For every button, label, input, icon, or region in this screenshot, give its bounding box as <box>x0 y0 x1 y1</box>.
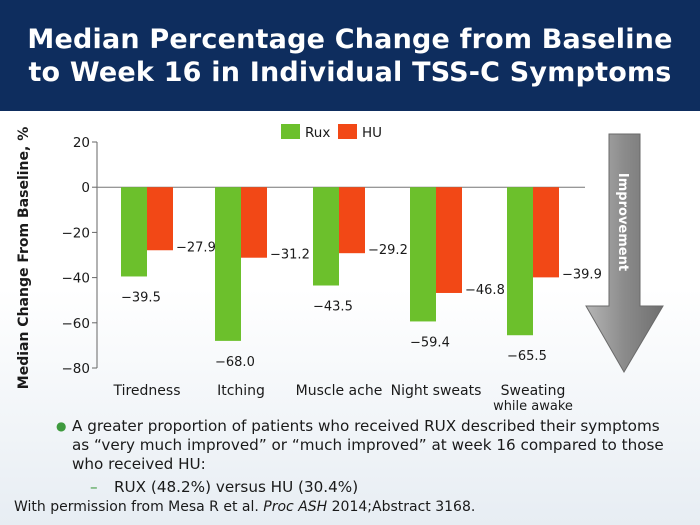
bullet-dot-icon: ● <box>56 419 67 433</box>
citation-suffix: 2014;Abstract 3168. <box>327 499 476 515</box>
category-label: Night sweats <box>391 383 482 399</box>
improvement-label: Improvement <box>615 173 630 271</box>
category-label: Itching <box>217 383 265 399</box>
sub-bullet-dash: – <box>90 478 98 496</box>
data-label-hu: −27.9 <box>176 240 216 255</box>
title-banner: Median Percentage Change from Baseline t… <box>0 0 700 111</box>
legend-swatch-rux <box>281 124 300 139</box>
bar-chart: 20 0 −20 −40 −60 −80 −39.5 −27.9 −68.0 −31.2 −43.5… <box>62 124 664 411</box>
category-label: while awake <box>493 399 573 411</box>
improvement-arrow-icon <box>585 133 664 373</box>
category-label: Tiredness <box>112 383 180 399</box>
bullet-text: A greater proportion of patients who rec… <box>72 417 664 473</box>
citation-prefix: With permission from Mesa R et al. <box>14 499 264 515</box>
citation-footer: With permission from Mesa R et al. Proc … <box>14 499 475 515</box>
y-tick-label: −40 <box>62 271 91 287</box>
data-label-hu: −39.9 <box>562 267 602 282</box>
data-label-rux: −39.5 <box>121 290 161 305</box>
data-label-rux: −68.0 <box>215 355 255 370</box>
bar-hu <box>147 187 173 251</box>
bullet-item: ● A greater proportion of patients who r… <box>56 417 676 474</box>
bar-rux <box>410 187 436 322</box>
bar-rux <box>313 187 339 286</box>
page-title: Median Percentage Change from Baseline t… <box>27 23 673 88</box>
bar-rux <box>121 187 147 277</box>
category-label: Sweating <box>501 383 566 399</box>
bar-rux <box>215 187 241 341</box>
y-tick-label: −20 <box>62 225 91 241</box>
category-label: Muscle ache <box>296 383 383 399</box>
y-tick-label: 0 <box>81 180 90 196</box>
sub-bullet-item: – RUX (48.2%) versus HU (30.4%) <box>90 478 676 497</box>
bar-hu <box>339 187 365 254</box>
data-label-hu: −29.2 <box>368 243 408 258</box>
citation-journal: Proc ASH <box>263 499 328 515</box>
data-label-rux: −59.4 <box>410 335 450 350</box>
data-label-hu: −31.2 <box>270 248 310 263</box>
legend-label-rux: Rux <box>305 125 330 141</box>
bar-rux <box>507 187 533 336</box>
bar-hu <box>533 187 559 278</box>
y-tick-label: 20 <box>73 135 90 151</box>
data-label-rux: −65.5 <box>507 349 547 364</box>
data-label-rux: −43.5 <box>313 300 353 315</box>
legend-label-hu: HU <box>362 125 382 141</box>
sub-bullet-text: RUX (48.2%) versus HU (30.4%) <box>114 478 359 496</box>
bar-hu <box>241 187 267 258</box>
data-label-hu: −46.8 <box>465 283 505 298</box>
y-axis-title: Median Change From Baseline, % <box>16 126 32 390</box>
legend-swatch-hu <box>338 124 357 139</box>
bullet-list: ● A greater proportion of patients who r… <box>56 417 676 497</box>
bar-hu <box>436 187 462 293</box>
y-tick-label: −60 <box>62 316 91 332</box>
y-tick-label: −80 <box>62 361 91 377</box>
